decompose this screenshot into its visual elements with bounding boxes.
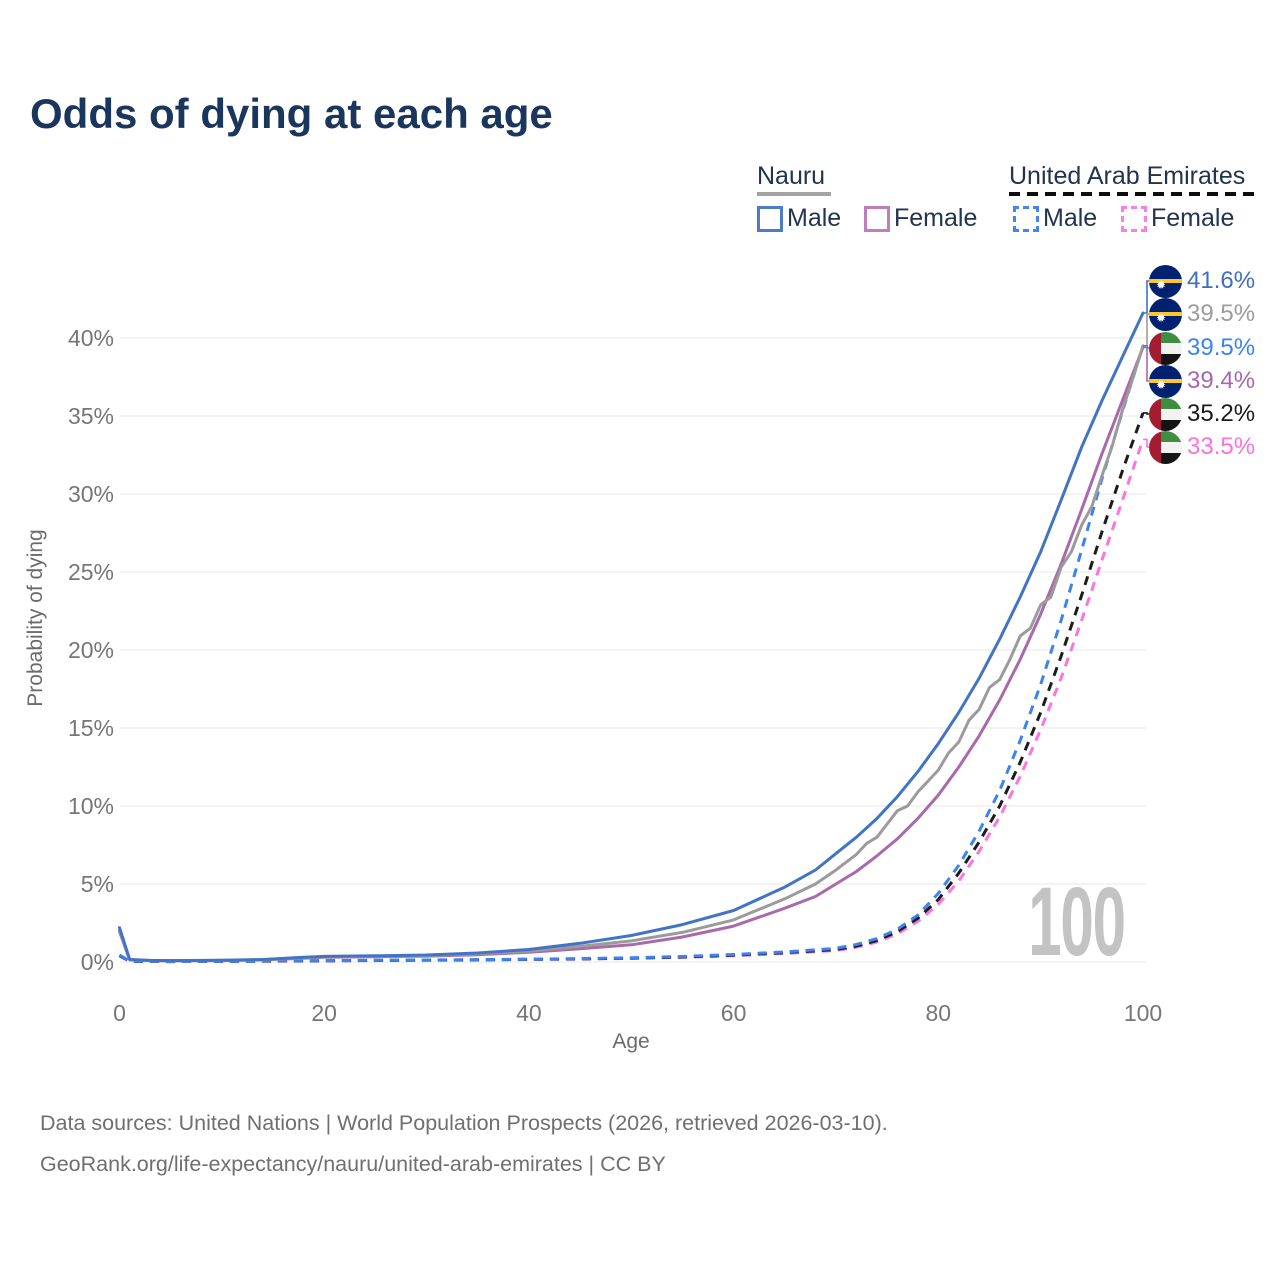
legend-item-uae-female[interactable]: Female	[1121, 204, 1234, 233]
end-label-value: 39.5%	[1187, 334, 1256, 361]
uae-flag-icon	[1149, 430, 1182, 464]
legend-item-label: Female	[1151, 204, 1235, 232]
y-tick-label: 10%	[68, 793, 114, 819]
end-label-row-nauru-male: ✹ 41.6%	[1149, 264, 1255, 298]
x-tick-label: 40	[516, 1000, 542, 1026]
nauru-male-checkbox[interactable]	[757, 205, 783, 232]
end-label-value: 41.6%	[1187, 267, 1256, 294]
series-line-nauru-male[interactable]	[118, 311, 1145, 963]
y-tick-label: 5%	[81, 871, 114, 897]
legend-item-uae-male[interactable]: Male	[1013, 204, 1097, 233]
legend-item-nauru-female[interactable]: Female	[864, 204, 977, 233]
y-axis-title: Probability of dying	[24, 529, 47, 706]
nauru-female-checkbox[interactable]	[864, 205, 890, 232]
series-line-nauru-female[interactable]	[118, 345, 1145, 963]
x-axis-title: Age	[612, 1030, 649, 1053]
end-label-row-nauru-both: ✹ 39.5%	[1149, 297, 1255, 331]
legend-item-nauru-male[interactable]: Male	[757, 204, 841, 233]
legend-item-label: Female	[894, 204, 978, 232]
end-label-row-nauru-female: ✹ 39.4%	[1149, 364, 1255, 398]
end-label-row-uae-both: 35.2%	[1149, 397, 1255, 431]
end-label-value: 35.2%	[1187, 400, 1256, 427]
y-tick-label: 30%	[68, 481, 114, 507]
end-label-value: 33.5%	[1187, 433, 1256, 460]
series-line-nauru-both[interactable]	[118, 344, 1145, 963]
legend-item-label: Male	[1043, 204, 1098, 232]
y-tick-label: 20%	[68, 637, 114, 663]
x-tick-label: 20	[311, 1000, 337, 1026]
uae-male-checkbox[interactable]	[1013, 205, 1039, 232]
legend-group-nauru-title: Nauru	[757, 162, 826, 190]
uae-flag-icon	[1149, 331, 1182, 365]
y-tick-label: 0%	[81, 949, 114, 975]
end-label-value: 39.5%	[1187, 300, 1256, 327]
attribution-line[interactable]: GeoRank.org/life-expectancy/nauru/united…	[40, 1152, 666, 1176]
legend-item-label: Male	[787, 204, 842, 232]
data-source-line: Data sources: United Nations | World Pop…	[40, 1111, 888, 1135]
end-label-value: 39.4%	[1187, 367, 1256, 394]
end-label-row-uae-female: 33.5%	[1149, 430, 1255, 464]
end-label-row-uae-male: 39.5%	[1149, 331, 1255, 365]
page-title: Odds of dying at each age	[30, 90, 553, 137]
nauru-flag-icon: ✹	[1149, 364, 1182, 398]
x-tick-label: 0	[113, 1000, 126, 1026]
x-tick-label: 100	[1124, 1000, 1162, 1026]
y-tick-label: 25%	[68, 559, 114, 585]
y-tick-label: 15%	[68, 715, 114, 741]
uae-flag-icon	[1149, 397, 1182, 431]
x-tick-label: 60	[721, 1000, 747, 1026]
y-tick-label: 40%	[68, 325, 114, 351]
nauru-flag-icon: ✹	[1149, 297, 1182, 331]
nauru-line-sample	[757, 192, 831, 196]
nauru-flag-icon: ✹	[1149, 264, 1182, 298]
legend-group-uae-title: United Arab Emirates	[1009, 162, 1246, 190]
uae-female-checkbox[interactable]	[1121, 205, 1147, 232]
series-line-uae-male[interactable]	[118, 345, 1145, 963]
hover-age-watermark: 100	[1028, 867, 1126, 976]
series-line-uae-female[interactable]	[118, 438, 1145, 964]
footer: Data sources: United Nations | World Pop…	[40, 1103, 888, 1185]
x-tick-label: 80	[926, 1000, 952, 1026]
uae-line-sample	[1009, 192, 1255, 196]
y-tick-label: 35%	[68, 403, 114, 429]
